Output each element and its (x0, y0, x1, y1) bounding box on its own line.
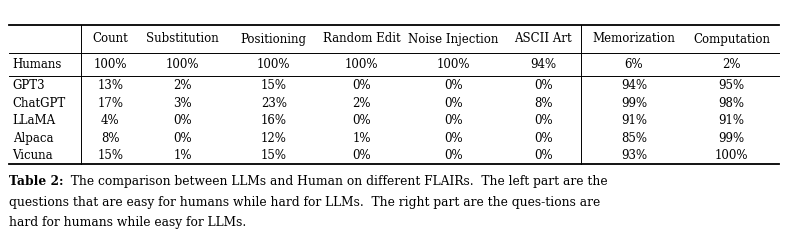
Text: Noise Injection: Noise Injection (408, 32, 499, 46)
Text: 0%: 0% (534, 79, 552, 92)
Text: questions that are easy for humans while hard for LLMs.  The right part are the : questions that are easy for humans while… (9, 196, 600, 209)
Text: Alpaca: Alpaca (13, 132, 53, 145)
Text: 13%: 13% (97, 79, 123, 92)
Text: Humans: Humans (13, 58, 62, 71)
Text: 100%: 100% (257, 58, 291, 71)
Text: 1%: 1% (352, 132, 370, 145)
Text: 0%: 0% (444, 132, 463, 145)
Text: ChatGPT: ChatGPT (13, 96, 66, 110)
Text: 100%: 100% (715, 149, 749, 162)
Text: The comparison between LLMs and Human on different FLAIRs.  The left part are th: The comparison between LLMs and Human on… (63, 175, 608, 188)
Text: LLaMA: LLaMA (13, 114, 56, 127)
Text: 23%: 23% (261, 96, 287, 110)
Text: Table 2:: Table 2: (9, 175, 64, 188)
Text: 0%: 0% (173, 114, 192, 127)
Text: 3%: 3% (173, 96, 192, 110)
Text: 95%: 95% (719, 79, 745, 92)
Text: Positioning: Positioning (241, 32, 307, 46)
Text: 91%: 91% (719, 114, 745, 127)
Text: 15%: 15% (97, 149, 123, 162)
Text: Random Edit: Random Edit (322, 32, 400, 46)
Text: 4%: 4% (101, 114, 120, 127)
Text: Vicuna: Vicuna (13, 149, 54, 162)
Text: 0%: 0% (173, 132, 192, 145)
Text: 0%: 0% (352, 149, 371, 162)
Text: GPT3: GPT3 (13, 79, 45, 92)
Text: 0%: 0% (534, 114, 552, 127)
Text: Count: Count (92, 32, 128, 46)
Text: 0%: 0% (444, 96, 463, 110)
Text: 1%: 1% (173, 149, 192, 162)
Text: 85%: 85% (621, 132, 647, 145)
Text: 100%: 100% (94, 58, 127, 71)
Text: 91%: 91% (621, 114, 647, 127)
Text: 0%: 0% (352, 79, 371, 92)
Text: 15%: 15% (261, 149, 287, 162)
Text: 8%: 8% (534, 96, 552, 110)
Text: 6%: 6% (625, 58, 643, 71)
Text: Substitution: Substitution (147, 32, 219, 46)
Text: 94%: 94% (621, 79, 647, 92)
Text: 100%: 100% (166, 58, 199, 71)
Text: 0%: 0% (534, 132, 552, 145)
Text: 12%: 12% (261, 132, 287, 145)
Text: Memorization: Memorization (593, 32, 675, 46)
Text: 94%: 94% (530, 58, 556, 71)
Text: 100%: 100% (344, 58, 378, 71)
Text: Computation: Computation (693, 32, 770, 46)
Text: 100%: 100% (437, 58, 470, 71)
Text: hard for humans while easy for LLMs.: hard for humans while easy for LLMs. (9, 216, 247, 229)
Text: 2%: 2% (723, 58, 741, 71)
Text: 15%: 15% (261, 79, 287, 92)
Text: 99%: 99% (719, 132, 745, 145)
Text: 93%: 93% (621, 149, 647, 162)
Text: 0%: 0% (352, 114, 371, 127)
Text: 2%: 2% (352, 96, 370, 110)
Text: 8%: 8% (101, 132, 120, 145)
Text: 16%: 16% (261, 114, 287, 127)
Text: ASCII Art: ASCII Art (515, 32, 572, 46)
Text: 99%: 99% (621, 96, 647, 110)
Text: 0%: 0% (444, 149, 463, 162)
Text: 98%: 98% (719, 96, 745, 110)
Text: 0%: 0% (444, 114, 463, 127)
Text: 2%: 2% (173, 79, 192, 92)
Text: 0%: 0% (534, 149, 552, 162)
Text: 0%: 0% (444, 79, 463, 92)
Text: 17%: 17% (97, 96, 123, 110)
